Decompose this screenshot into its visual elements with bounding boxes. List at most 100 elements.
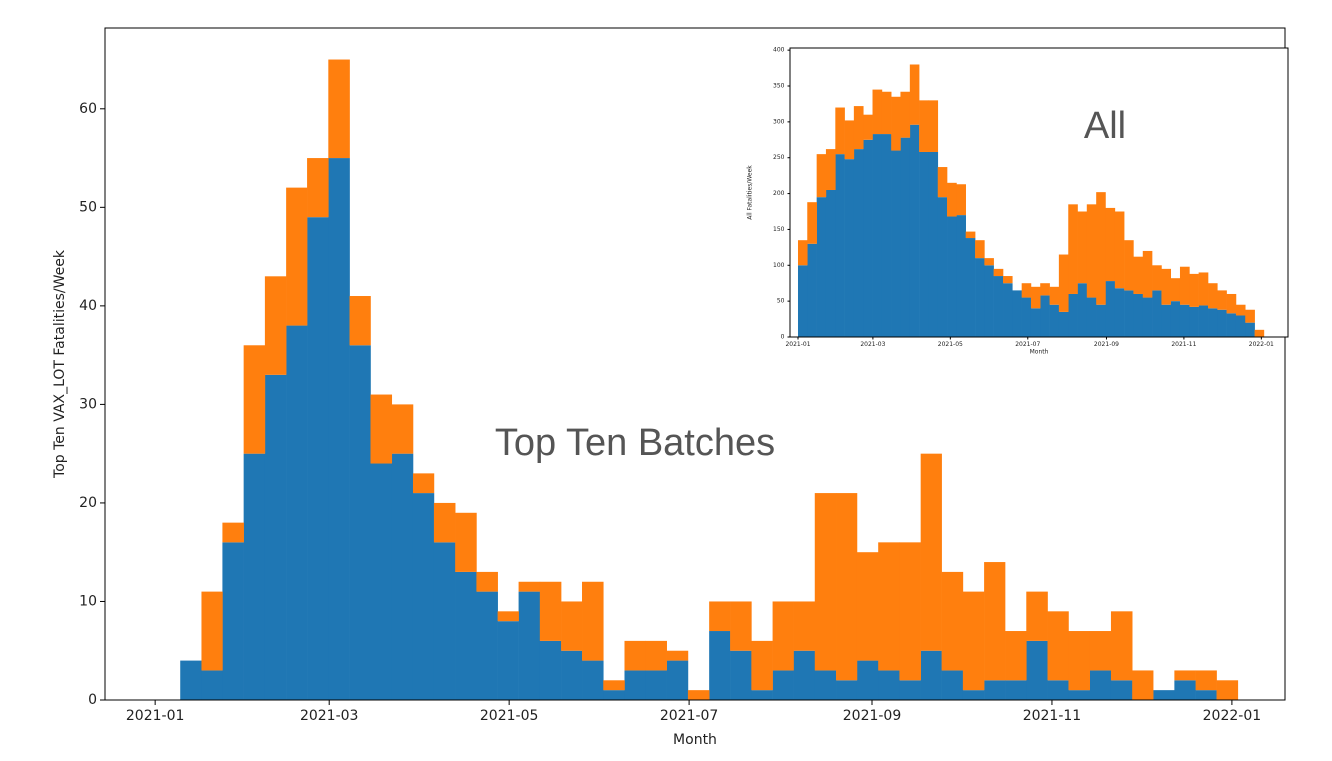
bar — [881, 134, 892, 337]
bar — [835, 107, 845, 155]
axes-frame — [104, 27, 1286, 701]
bar — [687, 690, 710, 700]
bar — [1226, 293, 1237, 314]
bar — [899, 680, 921, 700]
bar — [539, 640, 562, 700]
bar — [797, 240, 808, 266]
bar — [666, 650, 689, 661]
bar — [222, 542, 244, 700]
bar — [180, 660, 202, 700]
bar — [518, 591, 541, 700]
bar — [1133, 256, 1144, 294]
bar — [919, 151, 929, 337]
y-tick-label: 50 — [777, 298, 785, 305]
bar — [1068, 204, 1078, 294]
bar — [1152, 290, 1162, 337]
y-tick-label: 20 — [79, 495, 97, 511]
bar — [1124, 240, 1134, 291]
bar — [1133, 293, 1144, 337]
bar — [455, 512, 477, 572]
bar — [709, 631, 731, 700]
bar — [391, 453, 414, 700]
bar — [1026, 640, 1048, 700]
bar — [730, 650, 752, 700]
bar — [666, 660, 689, 700]
bar — [1021, 283, 1032, 298]
bar — [1089, 670, 1112, 700]
bar — [962, 690, 985, 700]
x-tick-label: 2021-01 — [785, 341, 810, 348]
bar — [993, 276, 1004, 337]
bar — [984, 258, 994, 266]
bar — [1226, 313, 1237, 337]
bar — [899, 542, 921, 681]
bar — [878, 670, 900, 700]
bar — [391, 404, 414, 454]
y-tick-label: 40 — [79, 298, 97, 314]
bar — [307, 158, 329, 218]
bar — [807, 202, 817, 244]
bar — [853, 149, 864, 337]
bar — [1096, 192, 1106, 305]
bar — [624, 670, 646, 700]
bar — [1077, 211, 1088, 284]
y-tick-label: 250 — [773, 154, 785, 161]
bar — [286, 187, 308, 326]
y-tick-label: 10 — [79, 593, 97, 609]
bar — [1152, 265, 1162, 291]
bar — [1174, 670, 1196, 681]
bar — [1174, 680, 1196, 700]
bar — [370, 394, 393, 464]
bar — [264, 276, 287, 375]
y-tick-label: 350 — [773, 83, 785, 90]
bar — [1124, 290, 1134, 337]
bar — [928, 151, 939, 337]
bar — [1198, 272, 1209, 306]
bar — [1058, 254, 1069, 312]
bar — [1110, 611, 1133, 681]
bar — [878, 542, 900, 671]
bar — [941, 571, 964, 671]
bar — [1142, 250, 1153, 298]
x-tick-label: 2021-05 — [480, 708, 539, 724]
bar — [993, 268, 1004, 277]
bar — [433, 502, 456, 543]
bar — [603, 690, 625, 700]
bar — [793, 650, 816, 700]
bar — [856, 552, 879, 661]
bar — [1114, 211, 1125, 289]
bar — [900, 91, 911, 138]
bar — [920, 453, 942, 651]
annotation: All — [1084, 105, 1126, 147]
x-tick-label: 2021-03 — [300, 708, 359, 724]
x-tick-label: 2021-09 — [843, 708, 902, 724]
bar — [349, 345, 371, 700]
bar — [1189, 306, 1199, 337]
bar — [645, 670, 667, 700]
axes-frame — [789, 47, 1289, 338]
bar — [412, 493, 435, 700]
bar — [872, 134, 883, 337]
bar — [328, 158, 350, 700]
bar — [1105, 281, 1116, 337]
bar — [891, 96, 901, 151]
bar — [286, 325, 308, 700]
y-tick-label: 60 — [79, 101, 97, 117]
x-tick-label: 2021-03 — [860, 341, 885, 348]
bar — [1161, 304, 1172, 337]
bar — [1058, 311, 1069, 337]
bar — [1195, 690, 1217, 700]
bar — [863, 139, 873, 337]
bar — [836, 680, 858, 700]
bar — [984, 562, 1006, 681]
bar — [937, 197, 948, 337]
bar — [844, 120, 855, 160]
y-axis-label: Top Ten VAX_LOT Fatalities/Week — [52, 249, 68, 479]
bar — [1077, 283, 1088, 337]
bar — [797, 265, 808, 337]
bar — [928, 100, 939, 152]
bar — [825, 189, 836, 337]
bar — [1005, 680, 1027, 700]
bar — [370, 463, 393, 700]
bar — [1086, 204, 1097, 298]
